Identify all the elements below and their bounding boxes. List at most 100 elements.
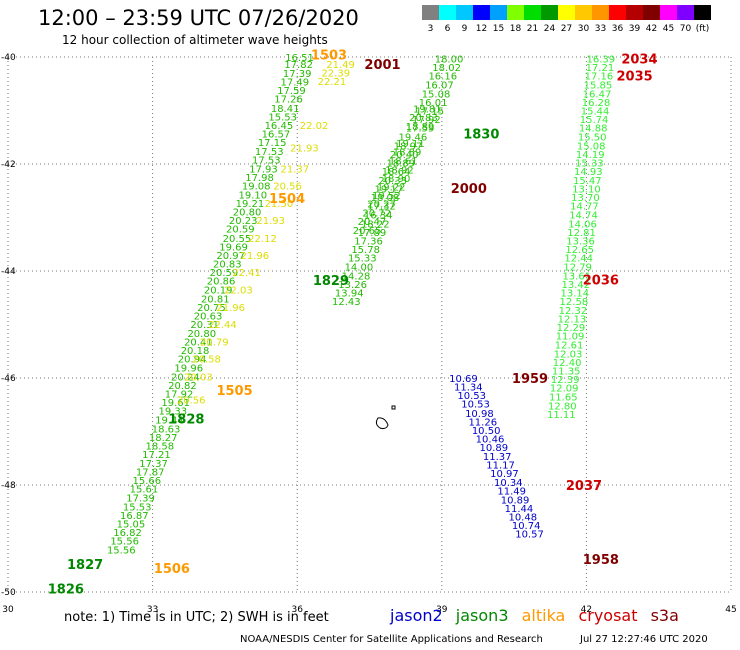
colorbar-label: 3 <box>428 24 434 34</box>
swh-label: 12.39 <box>551 375 580 386</box>
colorbar-swatch <box>575 5 592 20</box>
swh-label: 14.93 <box>574 167 603 178</box>
swh-label: 10.98 <box>465 409 494 420</box>
swh-label: 17.37 <box>139 459 168 470</box>
time-label: 1827 <box>67 558 103 573</box>
swh-label: 11.35 <box>552 367 581 378</box>
swh-label: 10.53 <box>461 400 490 411</box>
swh-label: 12.81 <box>567 228 596 239</box>
swh-label: 22.03 <box>224 286 253 297</box>
time-label: 1828 <box>168 413 204 428</box>
colorbar-swatch <box>677 5 694 20</box>
swh-label: 20.81 <box>201 294 230 305</box>
swh-label: 10.50 <box>472 426 501 437</box>
swh-label: 16.01 <box>419 98 448 109</box>
series-jason3: 19.8120.8318.8919.1118.8918.6118.9218.90… <box>353 104 442 236</box>
colorbar-label: 70 <box>680 24 692 34</box>
swh-label: 20.63 <box>194 311 223 322</box>
swh-label: 15.74 <box>580 115 609 126</box>
legend-altika: altika <box>521 606 566 625</box>
swh-label: 15.56 <box>107 546 136 557</box>
swh-label: 17.82 <box>284 60 313 71</box>
colorbar-label: 9 <box>462 24 468 34</box>
swh-label: 15.50 <box>578 133 607 144</box>
series-jason3: 18.0018.0216.1616.0715.0816.0117.1517.92… <box>332 55 463 308</box>
swh-label: 12.80 <box>548 401 577 412</box>
swh-label: 17.39 <box>283 69 312 80</box>
color-scale-bar: 3 6 9 12 15 18 21 24 27 30 33 36 39 42 45 70 (ft) <box>422 5 711 34</box>
colorbar-swatch <box>660 5 677 20</box>
time-label: 1826 <box>48 582 84 597</box>
swh-label: 17.53 <box>252 156 281 167</box>
y-tick-label: -44 <box>1 267 16 277</box>
swh-label: 11.49 <box>497 486 526 497</box>
swh-label: 15.33 <box>575 158 604 169</box>
swh-label: 20.58 <box>192 355 221 366</box>
swh-label: 13.70 <box>571 193 600 204</box>
swh-label: 10.48 <box>508 513 537 524</box>
y-tick-label: -48 <box>1 481 16 491</box>
swh-label: 13.42 <box>561 280 590 291</box>
swh-label: 22.41 <box>232 268 261 279</box>
satellite-legend: jason2 jason3 altika cryosat s3a <box>390 606 687 625</box>
footer-timestamp: Jul 27 12:27:46 UTC 2020 <box>580 634 708 645</box>
swh-label: 16.45 <box>265 121 294 132</box>
swh-label: 19.22 <box>377 182 406 193</box>
swh-label: 17.89 <box>358 228 387 239</box>
swh-label: 11.09 <box>556 332 585 343</box>
swh-label: 10.46 <box>476 434 505 445</box>
y-tick-label: -42 <box>1 160 16 170</box>
time-label: 2036 <box>583 274 619 289</box>
colorbar-label: (ft) <box>696 24 710 34</box>
swh-label: 13.36 <box>566 237 595 248</box>
swh-label: 19.46 <box>399 133 428 144</box>
swh-label: 18.41 <box>271 104 300 115</box>
swh-label: 21.49 <box>326 60 355 71</box>
swh-label: 18.58 <box>146 441 175 452</box>
swh-label: 19.44 <box>155 416 184 427</box>
x-tick-label: 33 <box>147 605 158 615</box>
swh-label: 22.44 <box>208 320 237 331</box>
colorbar-swatch <box>541 5 558 20</box>
island-shape <box>375 417 389 430</box>
swh-label: 12.29 <box>557 323 586 334</box>
colorbar-label: 21 <box>527 24 538 34</box>
swh-label: 20.80 <box>187 329 216 340</box>
swh-label: 17.92 <box>165 390 194 401</box>
swh-label: 12.79 <box>563 263 592 274</box>
swh-label: 12.65 <box>565 245 594 256</box>
swh-label: 18.27 <box>149 433 178 444</box>
swh-label: 11.34 <box>454 383 483 394</box>
x-tick-label: 30 <box>2 605 14 615</box>
colorbar-swatch <box>507 5 524 20</box>
swh-label: 20.86 <box>207 277 236 288</box>
swh-label: 10.89 <box>501 495 530 506</box>
swh-label: 15.53 <box>123 502 152 513</box>
swh-label: 16.07 <box>425 80 454 91</box>
swh-label: 21.96 <box>240 251 269 262</box>
swh-label: 14.88 <box>579 124 608 135</box>
swh-label: 20.75 <box>197 303 226 314</box>
swh-label: 16.82 <box>113 528 142 539</box>
colorbar-swatch <box>626 5 643 20</box>
colorbar-swatch <box>592 5 609 20</box>
colorbar-swatch <box>524 5 541 20</box>
swh-label: 20.80 <box>233 208 262 219</box>
colorbar-swatch <box>473 5 490 20</box>
swh-label: 14.00 <box>345 263 374 274</box>
swh-label: 17.16 <box>585 72 614 83</box>
time-label: 2000 <box>451 182 487 197</box>
swh-label: 12.40 <box>553 358 582 369</box>
colorbar-label: 6 <box>445 24 451 34</box>
swh-label: 10.97 <box>490 469 519 480</box>
swh-label: 10.74 <box>512 521 541 532</box>
swh-label: 18.92 <box>385 165 414 176</box>
time-label: 1958 <box>583 553 619 568</box>
swh-label: 21.93 <box>256 216 285 227</box>
swh-label: 21.93 <box>290 143 319 154</box>
swh-label: 19.17 <box>374 185 403 196</box>
swh-label: 14.28 <box>342 271 371 282</box>
swh-label: 12.43 <box>332 297 361 308</box>
swh-label: 16.28 <box>582 98 611 109</box>
swh-label: 20.72 <box>362 209 391 220</box>
